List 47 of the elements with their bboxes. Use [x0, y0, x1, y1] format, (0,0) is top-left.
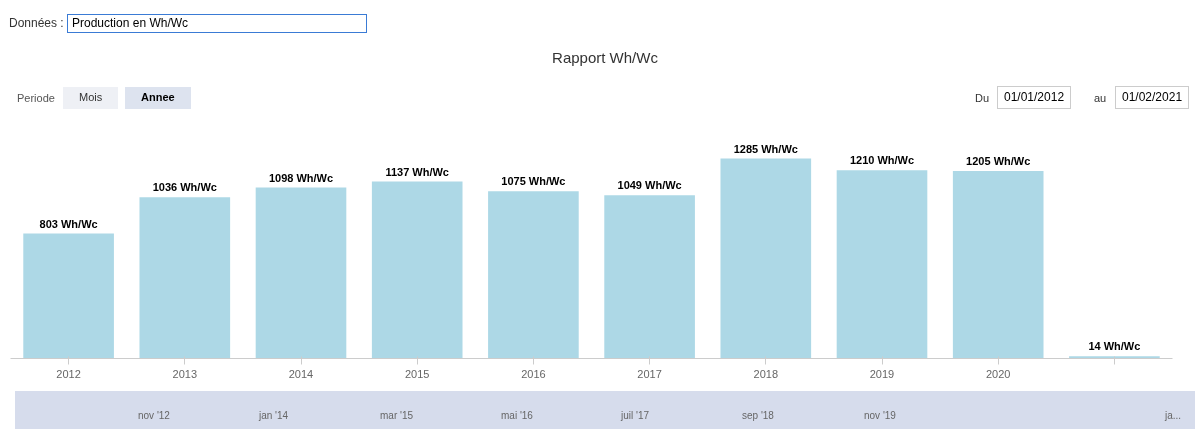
bar [255, 187, 347, 359]
x-tick-label: 2014 [288, 367, 314, 380]
data-label: 1098 Wh/Wc [268, 171, 334, 184]
data-label: 1285 Wh/Wc [733, 142, 798, 155]
x-tick-label: 2017 [637, 367, 662, 380]
bar [1069, 356, 1160, 359]
x-tick-label: 2019 [869, 367, 895, 380]
x-tick-label: 2020 [985, 367, 1011, 380]
data-label: 1210 Wh/Wc [849, 154, 915, 167]
text: mai '16 [501, 409, 533, 423]
data-label: 1205 Wh/Wc [966, 154, 1031, 167]
text: Periode [17, 91, 55, 106]
data-label: 1036 Wh/Wc [152, 181, 217, 194]
x-tick-label: 2013 [172, 367, 198, 380]
bar [23, 233, 114, 359]
text: mar '15 [380, 409, 414, 423]
x-tick-label: 2018 [753, 367, 779, 380]
bar [488, 191, 579, 359]
text: sep '18 [742, 409, 774, 423]
x-tick-label: 2015 [404, 367, 430, 380]
x-tick-label: 2016 [521, 367, 546, 380]
data-label: 1049 Wh/Wc [617, 179, 682, 192]
bar [139, 197, 231, 359]
bar [952, 170, 1044, 359]
text: jan '14 [259, 409, 289, 423]
data-label: 14 Wh/Wc [1088, 340, 1141, 353]
x-tick-label: 2012 [56, 367, 81, 380]
text: Données : [9, 15, 64, 32]
bar [604, 195, 695, 359]
bar [720, 158, 812, 359]
text: au [1094, 91, 1107, 106]
data-label: 1137 Wh/Wc [385, 165, 449, 178]
text: 01/02/2021 [1115, 86, 1190, 110]
text: juil '17 [621, 409, 650, 423]
text: Annee [125, 87, 191, 109]
text: nov '12 [138, 409, 170, 423]
text: Production en Wh/Wc [67, 14, 367, 34]
chart-title: Rapport Wh/Wc [551, 48, 659, 68]
bar [836, 170, 928, 359]
text: 01/01/2012 [997, 86, 1072, 110]
text: nov '19 [864, 409, 896, 423]
data-label: 803 Wh/Wc [39, 217, 98, 230]
text: Du [975, 91, 990, 106]
text: Mois [63, 87, 119, 109]
data-label: 1075 Wh/Wc [501, 175, 566, 188]
text: ja... [1165, 409, 1182, 423]
bar [371, 181, 463, 359]
